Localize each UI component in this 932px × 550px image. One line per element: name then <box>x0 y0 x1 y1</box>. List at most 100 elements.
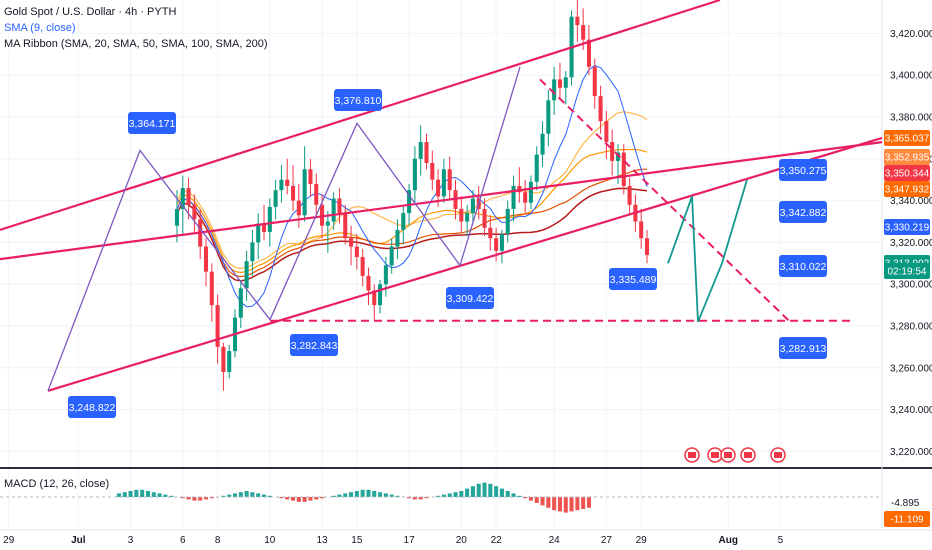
price-callout-box <box>446 287 494 309</box>
macd-histogram-bar <box>331 495 336 497</box>
candle <box>378 280 383 314</box>
candle-body <box>505 208 510 235</box>
candle-body <box>250 242 255 262</box>
candle <box>540 121 545 168</box>
time-axis-label: 3 <box>128 535 134 546</box>
candle <box>621 144 626 195</box>
candle <box>395 219 400 260</box>
candle <box>354 234 359 270</box>
candle <box>389 238 394 274</box>
candle-body <box>424 142 429 163</box>
time-axis-label: 24 <box>549 535 561 546</box>
candle-body <box>186 188 191 205</box>
candle-body <box>302 169 307 216</box>
macd-histogram-bar <box>267 495 272 497</box>
macd-histogram-bar <box>180 497 185 499</box>
price-callout: 3,335.489 <box>609 268 657 290</box>
price-axis-tag-box <box>884 181 930 197</box>
candle <box>517 167 522 203</box>
candle <box>488 215 493 251</box>
macd-value-label: -4.895 <box>891 498 920 509</box>
candle-body <box>238 288 243 318</box>
ma-ribbon-100-line <box>176 168 648 278</box>
candle <box>349 225 354 266</box>
candle <box>401 204 406 245</box>
candle <box>563 71 568 105</box>
candle <box>291 165 296 212</box>
candle <box>302 146 307 222</box>
price-callout: 3,364.171 <box>128 112 176 134</box>
price-callout-label: 3,309.422 <box>447 293 494 305</box>
candle-body <box>412 158 417 191</box>
macd-histogram-bar <box>151 492 156 497</box>
macd-histogram-bar <box>140 489 145 497</box>
macd-histogram-bar <box>395 495 400 497</box>
macd-histogram-bar <box>436 495 441 497</box>
candle-body <box>337 198 342 214</box>
bearish-projection-line <box>539 78 791 323</box>
time-axis-label: 22 <box>491 535 503 546</box>
macd-histogram-bar <box>552 497 557 511</box>
bullish-projection-path <box>667 179 748 323</box>
price-axis-tag: 3,352.935 <box>884 149 930 165</box>
candle-body <box>436 179 441 197</box>
macd-histogram-bar <box>186 497 191 500</box>
macd-histogram-bar <box>320 497 325 499</box>
candle <box>557 62 562 101</box>
price-callout-box <box>779 255 827 277</box>
price-axis-tag-box <box>884 165 930 181</box>
swing-zigzag-line <box>47 66 521 392</box>
candle <box>546 89 551 147</box>
candle <box>261 204 267 241</box>
candle <box>604 110 609 159</box>
candle-body <box>192 204 197 220</box>
channel-upper-line <box>0 0 721 231</box>
macd-histogram-bar <box>209 497 214 499</box>
candle-body <box>540 133 545 155</box>
candle <box>343 204 348 245</box>
macd-histogram-bar <box>383 493 388 497</box>
price-callout: 3,282.843 <box>290 334 338 356</box>
candle <box>238 280 243 329</box>
price-callout: 3,282.913 <box>779 337 827 359</box>
candle-body <box>296 200 301 216</box>
price-callout-label: 3,350.275 <box>780 165 827 177</box>
macd-histogram-bar <box>557 497 562 512</box>
ma-ribbon-50-line <box>176 148 648 274</box>
candle <box>644 229 650 264</box>
candle <box>256 213 261 260</box>
time-axis-label: 13 <box>316 535 328 546</box>
legend-sma: SMA (9, close) <box>4 22 76 34</box>
candle <box>209 263 214 322</box>
candle-body <box>291 185 296 201</box>
macd-histogram-bar <box>128 491 133 497</box>
candle <box>505 200 510 243</box>
price-axis-label: 3,260.000 <box>890 363 932 374</box>
macd-histogram-bar <box>459 491 464 497</box>
candle <box>523 179 528 214</box>
candle-body <box>360 257 365 276</box>
candle-body <box>401 213 406 230</box>
macd-histogram-bar <box>169 495 174 497</box>
macd-histogram-bar <box>517 495 522 497</box>
candle-body <box>552 79 557 101</box>
macd-histogram-bar <box>441 494 446 497</box>
candle-body <box>180 188 185 209</box>
time-axis-label: 17 <box>404 535 416 546</box>
candle <box>383 257 388 297</box>
macd-histogram-bar <box>343 493 348 497</box>
macd-signal-tag <box>884 511 930 527</box>
macd-histogram-bar <box>366 489 371 497</box>
candle-body <box>430 162 435 180</box>
price-axis-tag-label: 3,330.219 <box>885 223 930 234</box>
price-callout-label: 3,364.171 <box>129 118 176 130</box>
time-axis-label: 15 <box>351 535 363 546</box>
candle <box>308 158 313 197</box>
candle-body <box>383 265 388 285</box>
price-callout: 3,342.882 <box>779 201 827 223</box>
price-axis-label: 3,220.000 <box>890 447 932 458</box>
macd-histogram-bar <box>511 493 516 497</box>
price-axis-tag-box <box>884 219 930 235</box>
candle <box>273 179 278 220</box>
